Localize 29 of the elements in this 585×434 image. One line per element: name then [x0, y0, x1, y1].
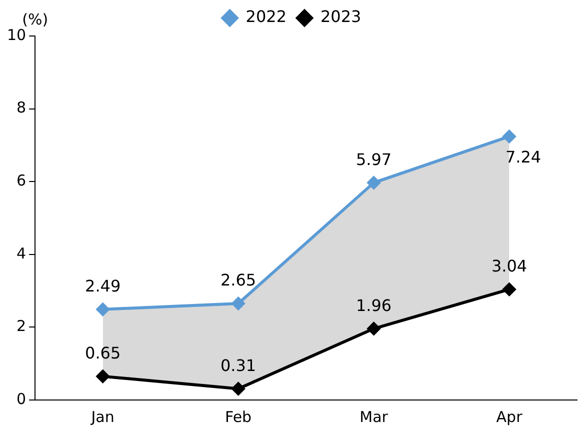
- point: [232, 297, 245, 310]
- legend-label: 2023: [320, 7, 362, 26]
- data-label: 0.31: [220, 356, 256, 375]
- point: [232, 382, 245, 396]
- point: [367, 322, 380, 336]
- point: [96, 370, 110, 383]
- data-label: 1.96: [356, 296, 392, 315]
- point: [502, 130, 516, 143]
- point: [367, 176, 380, 190]
- data-label: 7.24: [505, 148, 542, 167]
- x-tick-label: Feb: [225, 408, 252, 426]
- legend-label: 2022: [246, 7, 286, 26]
- y-tick-label: 2: [16, 317, 26, 336]
- y-tick-label: 6: [16, 171, 26, 190]
- y-tick-label: 4: [16, 244, 26, 262]
- x-tick-label: Apr: [496, 408, 524, 426]
- point: [502, 282, 516, 296]
- data-label: 3.04: [491, 256, 528, 276]
- x-tick-label: Mar: [360, 408, 389, 426]
- data-label: 2.65: [220, 270, 256, 290]
- data-label: 5.97: [356, 150, 392, 169]
- x-tick-label: Jan: [90, 408, 114, 426]
- y-axis-title: (%): [22, 10, 48, 28]
- y-tick-label: 0: [16, 390, 26, 408]
- y-tick-label: 10: [6, 26, 26, 44]
- data-label: 2.49: [85, 276, 121, 296]
- point: [96, 302, 110, 316]
- y-tick-label: 8: [16, 98, 26, 117]
- data-label: 0.65: [85, 343, 121, 362]
